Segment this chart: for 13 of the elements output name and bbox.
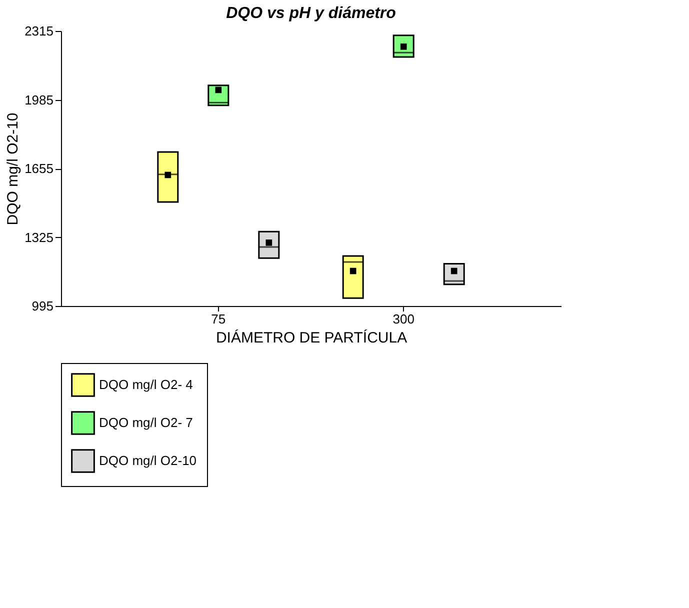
x-axis-title: DIÁMETRO DE PARTÍCULA [216,328,408,346]
y-tick-label: 1325 [24,230,54,245]
y-tick-label: 1985 [24,92,54,108]
y-tick-label: 2315 [24,24,54,38]
y-axis-title: DQO mg/l O2-10 [4,112,22,226]
x-tick-label: 75 [211,312,226,326]
y-tick-label: 1655 [24,161,54,176]
x-tick-label: 300 [392,312,414,326]
y-tick-label: 995 [32,298,54,314]
legend-label: DQO mg/l O2-10 [99,453,197,468]
legend-label: DQO mg/l O2- 4 [99,377,193,392]
legend-label: DQO mg/l O2- 7 [99,415,193,430]
chart-title: DQO vs pH y diámetro [226,5,396,22]
